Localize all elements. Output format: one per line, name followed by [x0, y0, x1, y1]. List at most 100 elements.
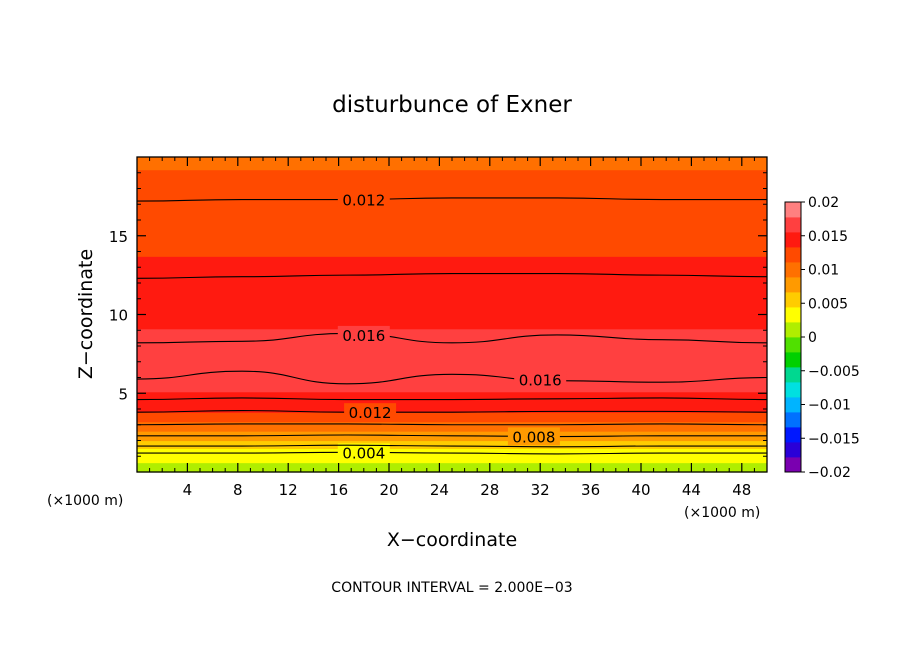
- field-band: [137, 295, 767, 298]
- field-band: [137, 350, 767, 353]
- field-band: [137, 325, 767, 328]
- field-band: [137, 223, 767, 226]
- field-band: [137, 231, 767, 234]
- field-band: [137, 357, 767, 360]
- field-band: [137, 283, 767, 286]
- field-band: [137, 301, 767, 305]
- field-band: [137, 275, 767, 278]
- colorbar-swatch: [785, 397, 801, 413]
- chart-title: disturbunce of Exner: [332, 92, 572, 118]
- field-band: [137, 407, 767, 410]
- field-band: [137, 368, 767, 371]
- svg-text:0.012: 0.012: [349, 404, 392, 422]
- field-band: [137, 256, 767, 259]
- field-band: [137, 342, 767, 346]
- field-band: [137, 276, 767, 279]
- field-band: [137, 279, 767, 283]
- field-band: [137, 331, 767, 334]
- field-band: [137, 208, 767, 212]
- field-band: [137, 431, 767, 434]
- field-band: [137, 440, 767, 443]
- y-tick-label: 15: [109, 228, 128, 246]
- x-unit-right: (×1000 m): [684, 505, 760, 521]
- field-band: [137, 390, 767, 393]
- field-band: [137, 338, 767, 341]
- field-band: [137, 174, 767, 177]
- svg-text:0.008: 0.008: [512, 428, 555, 446]
- field-band: [137, 186, 767, 190]
- field-band: [137, 215, 767, 218]
- field-band: [137, 382, 767, 385]
- field-band: [137, 232, 767, 235]
- field-band: [137, 199, 767, 202]
- field-band: [137, 353, 767, 357]
- field-band: [137, 446, 767, 449]
- x-unit-left: (×1000 m): [47, 493, 123, 509]
- field-band: [137, 278, 767, 281]
- field-band: [137, 212, 767, 215]
- field-band: [137, 421, 767, 424]
- field-band: [137, 234, 767, 237]
- colorbar-swatch: [785, 412, 801, 428]
- field-band: [137, 438, 767, 442]
- field-band: [137, 179, 767, 182]
- field-band: [137, 220, 767, 223]
- field-band: [137, 437, 767, 440]
- field-band: [137, 346, 767, 349]
- contour-label: 0.008: [507, 427, 560, 446]
- field-band: [137, 383, 767, 386]
- field-band: [137, 316, 767, 319]
- x-tick-label: 12: [279, 481, 298, 499]
- colorbar-swatch: [785, 247, 801, 263]
- contour-label: 0.004: [337, 443, 390, 462]
- field-band: [137, 369, 767, 372]
- field-band: [137, 202, 767, 205]
- field-band: [137, 303, 767, 306]
- field-band: [137, 462, 767, 465]
- field-band: [137, 259, 767, 262]
- field-band: [137, 322, 767, 325]
- x-tick-label: 48: [732, 481, 751, 499]
- field-band: [137, 401, 767, 404]
- field-band: [137, 227, 767, 231]
- contour-label: 0.016: [337, 325, 390, 345]
- field-band: [137, 352, 767, 355]
- x-tick-label: 40: [631, 481, 650, 499]
- field-band: [137, 243, 767, 246]
- y-axis-label: Z−coordinate: [75, 249, 97, 379]
- field-band: [137, 435, 767, 438]
- colorbar-tick-label: 0.005: [808, 296, 848, 312]
- field-band: [137, 374, 767, 377]
- field-band: [137, 464, 767, 467]
- field-band: [137, 188, 767, 191]
- svg-text:0.016: 0.016: [519, 372, 562, 390]
- field-band: [137, 246, 767, 249]
- field-band: [137, 459, 767, 462]
- field-band: [137, 160, 767, 163]
- field-band: [137, 320, 767, 323]
- field-band: [137, 394, 767, 397]
- colorbar-swatch: [785, 442, 801, 458]
- field-band: [137, 264, 767, 267]
- field-band: [137, 327, 767, 330]
- field-band: [137, 363, 767, 366]
- field-band: [137, 314, 767, 317]
- field-band: [137, 412, 767, 415]
- contour-line: [136, 397, 768, 401]
- svg-text:0.016: 0.016: [342, 327, 385, 345]
- field-band: [137, 265, 767, 268]
- field-band: [137, 229, 767, 232]
- field-band: [137, 443, 767, 446]
- field-band: [137, 393, 767, 396]
- x-tick-label: 28: [480, 481, 499, 499]
- field-band: [137, 409, 767, 412]
- field-band: [137, 349, 767, 352]
- field-band: [137, 334, 767, 338]
- field-band: [137, 257, 767, 260]
- field-band: [137, 361, 767, 364]
- field-band: [137, 312, 767, 316]
- field-band: [137, 405, 767, 409]
- field-band: [137, 183, 767, 186]
